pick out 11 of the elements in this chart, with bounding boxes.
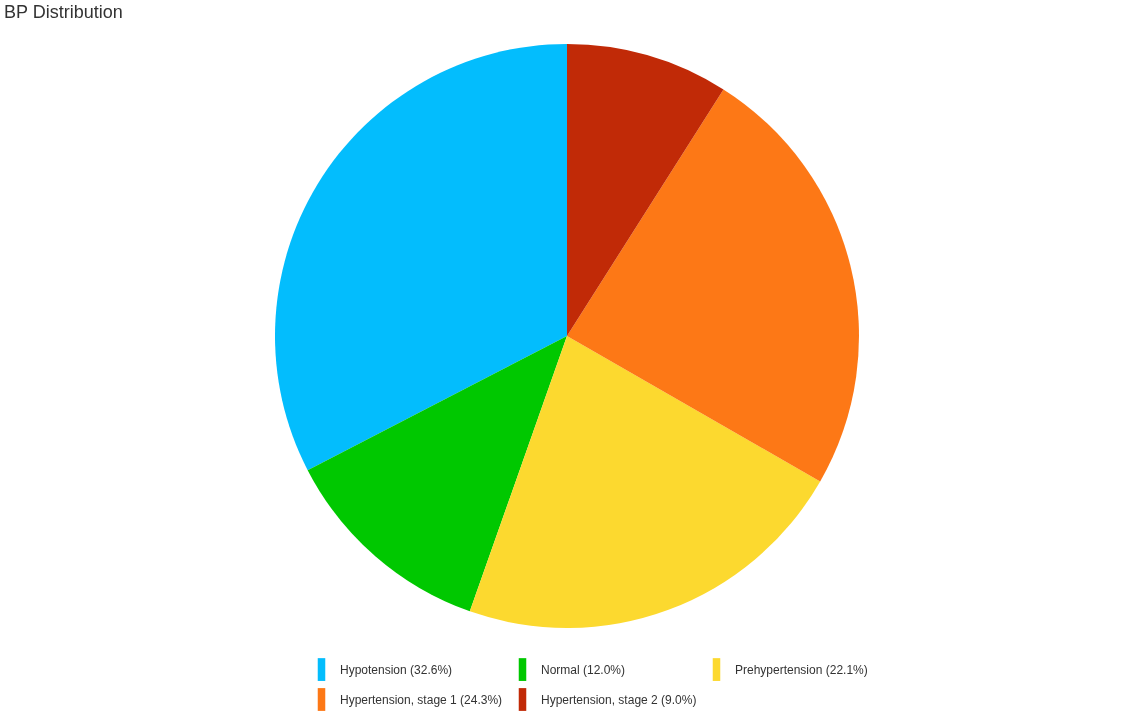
legend-label: Hypertension, stage 2 (9.0%) xyxy=(541,692,697,707)
legend-label: Normal (12.0%) xyxy=(541,662,626,677)
legend-label: Prehypertension (22.1%) xyxy=(735,662,868,677)
pie-slice xyxy=(275,44,567,471)
pie-slice xyxy=(567,44,724,336)
pie-slice xyxy=(307,336,567,612)
legend-label: Hypertension, stage 1 (24.3%) xyxy=(340,692,503,707)
pie-slice xyxy=(469,336,821,628)
pie-slice xyxy=(567,89,859,482)
legend-label: Hypotension (32.6%) xyxy=(340,662,453,677)
text: BP Distribution xyxy=(4,2,123,22)
